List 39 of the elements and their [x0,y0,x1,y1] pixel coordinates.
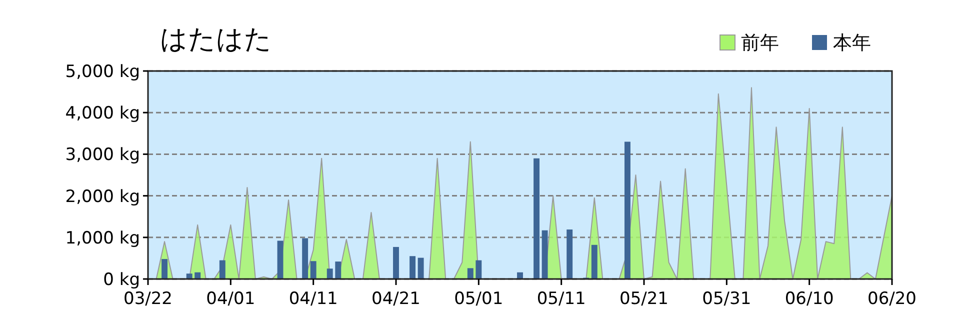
y-tick-label: 1,000 kg [65,228,140,248]
bar [418,258,424,279]
bar [277,240,284,279]
bar [162,259,168,279]
bar [219,260,226,279]
bar [534,158,540,279]
bar [194,272,201,279]
bar [393,246,399,279]
y-tick-label: 0 kg [103,270,140,290]
x-tick-label: 05/21 [620,289,668,309]
y-tick-label: 2,000 kg [65,186,140,207]
bar [624,142,630,279]
bar [517,272,523,279]
x-tick-label: 04/01 [206,289,256,309]
x-tick-label: 05/01 [454,289,504,309]
legend-label: 本年 [833,32,871,54]
x-tick-label: 04/11 [288,289,338,309]
x-tick-label: 05/31 [702,289,752,309]
bar [476,260,482,279]
x-tick-label: 06/10 [784,289,834,309]
x-tick-label: 06/20 [868,289,916,309]
y-tick-label: 4,000 kg [65,104,140,124]
y-tick-label: 5,000 kg [65,62,140,82]
bar [302,238,308,279]
x-tick-label: 04/21 [372,289,420,309]
bar [186,274,192,279]
x-tick-label: 05/11 [536,289,586,309]
y-tick-label: 3,000 kg [65,145,140,166]
bar [591,244,598,279]
chart-title: はたはた [160,24,272,55]
bar [410,256,416,279]
bar [467,268,474,279]
bar [326,268,333,279]
bar [566,229,573,279]
legend-label: 前年 [741,32,779,54]
bar [310,261,316,279]
bar [542,230,548,279]
bar [335,262,342,279]
x-tick-label: 03/22 [124,289,172,309]
